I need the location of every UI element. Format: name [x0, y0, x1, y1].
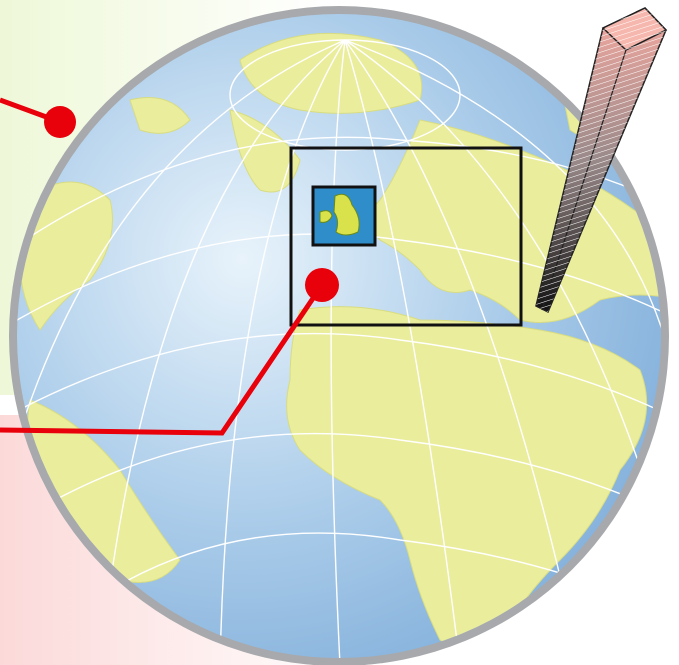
- island-shape: [319, 210, 333, 223]
- zoom-boxes: [289, 146, 523, 327]
- pointer-line: [0, 283, 325, 436]
- land: [19, 32, 661, 651]
- region-box: [289, 146, 523, 327]
- tower: [535, 7, 668, 314]
- pointers: [0, 97, 339, 436]
- country-shape: [333, 193, 360, 236]
- globe: [9, 6, 669, 665]
- pointer-dot: [44, 106, 76, 138]
- pointer-dot: [305, 268, 339, 302]
